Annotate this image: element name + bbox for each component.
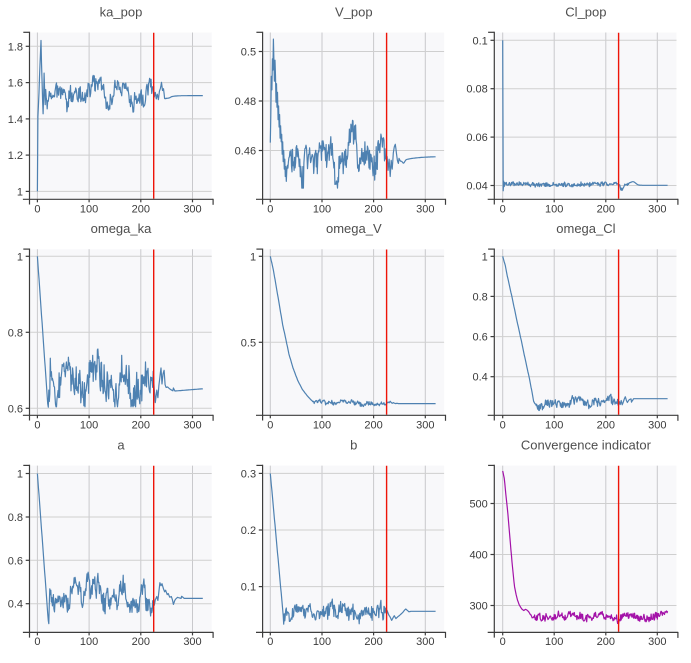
svg-text:200: 200 (364, 420, 382, 432)
svg-text:omega_ka: omega_ka (91, 221, 152, 236)
svg-text:300: 300 (416, 203, 434, 215)
svg-text:100: 100 (313, 420, 331, 432)
svg-text:0: 0 (500, 636, 506, 648)
svg-text:V_pop: V_pop (335, 5, 373, 20)
svg-text:200: 200 (132, 636, 150, 648)
svg-text:100: 100 (545, 203, 563, 215)
svg-text:300: 300 (183, 636, 201, 648)
svg-text:Cl_pop: Cl_pop (565, 5, 606, 20)
svg-text:0.5: 0.5 (241, 337, 256, 349)
svg-text:omega_V: omega_V (326, 221, 382, 236)
svg-text:1.2: 1.2 (8, 150, 23, 162)
svg-text:1.8: 1.8 (8, 41, 23, 53)
svg-text:0.48: 0.48 (235, 96, 256, 108)
svg-text:300: 300 (648, 636, 666, 648)
svg-text:1.4: 1.4 (8, 114, 23, 126)
svg-text:300: 300 (416, 420, 434, 432)
svg-text:0.08: 0.08 (466, 84, 487, 96)
svg-text:400: 400 (469, 550, 487, 562)
svg-text:200: 200 (597, 203, 615, 215)
svg-text:100: 100 (313, 203, 331, 215)
svg-text:0.06: 0.06 (466, 132, 487, 144)
svg-text:100: 100 (313, 636, 331, 648)
svg-text:omega_Cl: omega_Cl (556, 221, 615, 236)
svg-text:0.8: 0.8 (8, 327, 23, 339)
svg-text:1: 1 (250, 251, 256, 263)
svg-text:1: 1 (17, 251, 23, 263)
svg-text:1: 1 (482, 251, 488, 263)
svg-text:0.46: 0.46 (235, 146, 256, 158)
svg-text:100: 100 (545, 420, 563, 432)
svg-text:500: 500 (469, 499, 487, 511)
svg-text:300: 300 (183, 203, 201, 215)
svg-text:0: 0 (34, 203, 40, 215)
svg-text:300: 300 (469, 601, 487, 613)
svg-text:0: 0 (267, 420, 273, 432)
svg-text:0: 0 (34, 636, 40, 648)
svg-text:a: a (117, 438, 125, 453)
svg-text:200: 200 (597, 420, 615, 432)
svg-text:300: 300 (648, 203, 666, 215)
svg-text:200: 200 (597, 636, 615, 648)
svg-text:0: 0 (267, 203, 273, 215)
svg-text:1: 1 (17, 186, 23, 198)
svg-text:100: 100 (80, 203, 98, 215)
svg-text:0.5: 0.5 (241, 47, 256, 59)
svg-text:1.6: 1.6 (8, 78, 23, 90)
svg-text:0.04: 0.04 (466, 181, 487, 193)
svg-text:b: b (350, 438, 357, 453)
svg-text:0: 0 (34, 420, 40, 432)
svg-text:100: 100 (80, 420, 98, 432)
svg-text:0.3: 0.3 (241, 468, 256, 480)
svg-text:200: 200 (132, 420, 150, 432)
svg-text:0.6: 0.6 (8, 555, 23, 567)
svg-text:0: 0 (500, 203, 506, 215)
svg-text:300: 300 (183, 420, 201, 432)
svg-text:0.1: 0.1 (473, 35, 488, 47)
svg-text:100: 100 (80, 636, 98, 648)
svg-text:Convergence indicator: Convergence indicator (521, 438, 652, 453)
svg-text:200: 200 (364, 203, 382, 215)
svg-text:1: 1 (17, 469, 23, 481)
svg-text:0.2: 0.2 (241, 525, 256, 537)
svg-text:300: 300 (648, 420, 666, 432)
svg-text:0.6: 0.6 (473, 332, 488, 344)
svg-text:0: 0 (267, 636, 273, 648)
svg-text:0: 0 (500, 420, 506, 432)
svg-text:0.8: 0.8 (473, 291, 488, 303)
svg-text:ka_pop: ka_pop (100, 5, 143, 20)
svg-text:0.8: 0.8 (8, 512, 23, 524)
svg-text:0.4: 0.4 (8, 599, 23, 611)
svg-text:0.4: 0.4 (473, 372, 488, 384)
svg-text:200: 200 (132, 203, 150, 215)
svg-text:200: 200 (364, 636, 382, 648)
svg-text:100: 100 (545, 636, 563, 648)
svg-text:300: 300 (416, 636, 434, 648)
svg-text:0.1: 0.1 (241, 582, 256, 594)
svg-text:0.6: 0.6 (8, 403, 23, 415)
